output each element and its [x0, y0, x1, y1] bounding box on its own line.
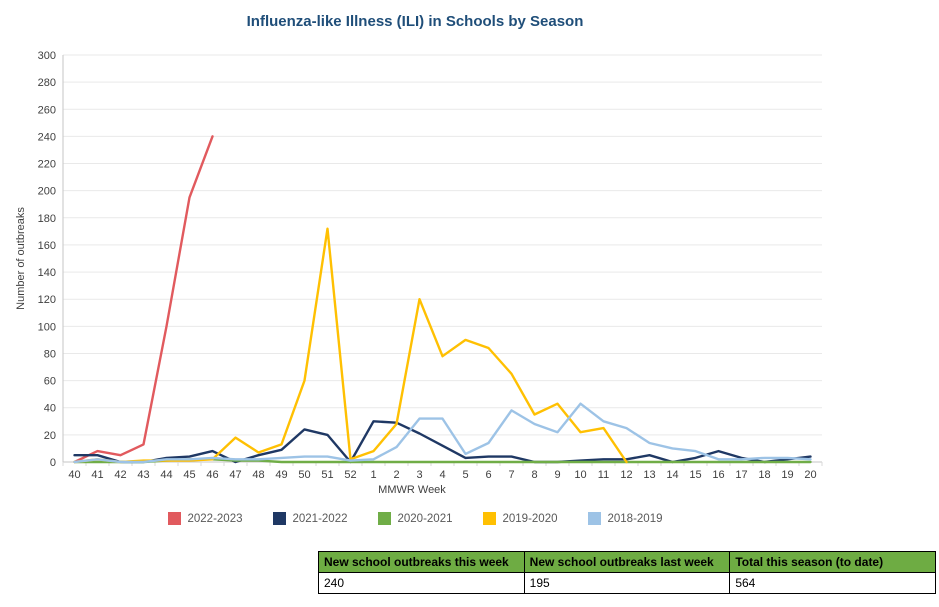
y-tick-label: 40: [44, 403, 56, 415]
legend-swatch-icon: [272, 512, 286, 525]
legend-swatch-icon: [587, 512, 601, 525]
x-tick-label: 17: [735, 469, 747, 481]
x-tick-label: 12: [620, 469, 632, 481]
x-tick-label: 1: [370, 469, 376, 481]
x-tick-label: 43: [137, 469, 149, 481]
x-tick-label: 44: [160, 469, 172, 481]
legend-item-2021-2022: 2021-2022: [272, 512, 348, 525]
y-tick-label: 220: [38, 159, 56, 171]
x-tick-label: 13: [643, 469, 655, 481]
y-tick-label: 80: [44, 348, 56, 360]
x-tick-label: 47: [229, 469, 241, 481]
x-tick-label: 49: [275, 469, 287, 481]
summary-value-last-week: 195: [523, 572, 731, 594]
y-tick-label: 240: [38, 131, 56, 143]
x-axis-title: MMWR Week: [378, 484, 446, 496]
y-tick-label: 260: [38, 104, 56, 116]
legend-label: 2022-2023: [187, 512, 243, 525]
chart-title: Influenza-like Illness (ILI) in Schools …: [246, 13, 584, 30]
y-tick-label: 20: [44, 430, 56, 442]
y-tick-label: 0: [50, 457, 56, 469]
legend-item-2020-2021: 2020-2021: [377, 512, 453, 525]
x-tick-label: 11: [598, 469, 609, 481]
y-tick-label: 160: [38, 240, 56, 252]
legend-swatch-icon: [377, 512, 391, 525]
x-tick-label: 7: [508, 469, 514, 481]
x-tick-label: 51: [321, 469, 333, 481]
x-tick-label: 41: [91, 469, 103, 481]
series-line-2021-2022: [73, 420, 812, 464]
legend-label: 2021-2022: [292, 512, 348, 525]
legend-item-2019-2020: 2019-2020: [482, 512, 558, 525]
summary-header-last-week: New school outbreaks last week: [523, 551, 731, 573]
x-tick-label: 4: [439, 469, 445, 481]
x-tick-label: 19: [781, 469, 793, 481]
x-tick-label: 52: [344, 469, 356, 481]
y-tick-label: 100: [38, 321, 56, 333]
y-tick-label: 140: [38, 267, 56, 279]
y-tick-label: 60: [44, 376, 56, 388]
y-tick-label: 200: [38, 186, 56, 198]
summary-header-season-total: Total this season (to date): [729, 551, 936, 573]
x-tick-label: 9: [554, 469, 560, 481]
y-tick-label: 180: [38, 213, 56, 225]
x-tick-label: 16: [712, 469, 724, 481]
y-tick-label: 280: [38, 77, 56, 89]
series-line-2022-2023: [73, 135, 214, 464]
legend-item-2022-2023: 2022-2023: [167, 512, 243, 525]
x-tick-label: 2: [393, 469, 399, 481]
summary-header-this-week: New school outbreaks this week: [318, 551, 525, 573]
summary-value-this-week: 240: [318, 572, 525, 594]
legend-label: 2020-2021: [397, 512, 453, 525]
summary-table-header-row: New school outbreaks this week New schoo…: [318, 551, 936, 573]
legend-swatch-icon: [482, 512, 496, 525]
x-tick-label: 6: [485, 469, 491, 481]
x-tick-label: 14: [666, 469, 678, 481]
x-tick-label: 8: [531, 469, 537, 481]
legend-swatch-icon: [167, 512, 181, 525]
legend-label: 2018-2019: [607, 512, 663, 525]
x-tick-label: 18: [758, 469, 770, 481]
ili-line-chart: 0204060801001201401601802002202402602803…: [15, 50, 823, 496]
legend-label: 2019-2020: [502, 512, 558, 525]
chart-legend: 2022-2023 2021-2022 2020-2021 2019-2020 2018…: [0, 512, 830, 525]
series-line-2019-2020: [73, 227, 628, 464]
x-tick-label: 46: [206, 469, 218, 481]
y-tick-label: 120: [38, 294, 56, 306]
x-tick-label: 45: [183, 469, 195, 481]
y-tick-label: 300: [38, 50, 56, 62]
x-tick-label: 10: [574, 469, 586, 481]
series-line-2018-2019: [73, 402, 812, 464]
legend-item-2018-2019: 2018-2019: [587, 512, 663, 525]
x-tick-label: 5: [462, 469, 468, 481]
x-tick-label: 40: [68, 469, 80, 481]
summary-table: New school outbreaks this week New schoo…: [318, 551, 936, 594]
x-tick-label: 50: [298, 469, 310, 481]
x-tick-label: 3: [416, 469, 422, 481]
x-tick-label: 15: [689, 469, 701, 481]
y-axis-title: Number of outbreaks: [15, 207, 27, 310]
x-tick-label: 42: [114, 469, 126, 481]
summary-table-value-row: 240 195 564: [318, 572, 936, 594]
x-tick-label: 20: [804, 469, 816, 481]
summary-value-season-total: 564: [729, 572, 936, 594]
x-tick-label: 48: [252, 469, 264, 481]
